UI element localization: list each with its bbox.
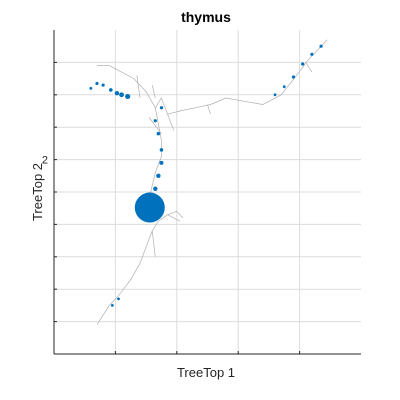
data-point-1 xyxy=(153,186,158,191)
tree-edge-2 xyxy=(167,214,181,222)
data-point-21 xyxy=(110,304,114,307)
tree-edge-10 xyxy=(151,85,156,99)
data-point-17 xyxy=(301,62,305,66)
tree-edge-9 xyxy=(305,62,313,73)
data-point-3 xyxy=(159,160,164,165)
y-axis-label: TreeTop 2 xyxy=(30,163,45,221)
tick-labels: 2 xyxy=(42,155,48,167)
tree-edge-8 xyxy=(207,104,211,115)
tree-edge-0 xyxy=(96,210,184,325)
data-point-14 xyxy=(89,86,93,90)
data-point-6 xyxy=(153,119,157,123)
data-point-10 xyxy=(114,90,120,96)
x-axis-label: TreeTop 1 xyxy=(177,365,235,380)
tree-edge-7 xyxy=(136,75,141,99)
tree-edge-6 xyxy=(167,114,175,131)
data-point-5 xyxy=(156,131,161,136)
tree-edge-1 xyxy=(151,230,156,257)
axes xyxy=(53,30,361,355)
tree-edge-4 xyxy=(97,65,156,108)
data-point-11 xyxy=(108,88,113,92)
data-point-12 xyxy=(101,83,105,87)
data-point-4 xyxy=(159,148,164,152)
chart-title: thymus xyxy=(181,9,231,25)
data-point-18 xyxy=(291,75,296,79)
data-point-0 xyxy=(134,192,165,223)
tree-edges xyxy=(96,39,328,325)
data-point-9 xyxy=(119,92,124,98)
data-point-7 xyxy=(159,106,164,110)
tree-edge-3 xyxy=(148,39,328,199)
data-points xyxy=(89,44,323,307)
data-point-13 xyxy=(95,81,99,86)
data-point-16 xyxy=(310,52,314,56)
data-point-20 xyxy=(273,93,277,97)
y-tick-label-0: 2 xyxy=(42,155,48,167)
data-point-2 xyxy=(156,173,161,178)
data-point-8 xyxy=(125,93,131,100)
data-point-19 xyxy=(282,85,286,89)
grid-lines xyxy=(54,30,361,354)
tree-edge-5 xyxy=(148,117,162,134)
data-point-15 xyxy=(319,44,323,48)
data-point-22 xyxy=(117,297,120,301)
